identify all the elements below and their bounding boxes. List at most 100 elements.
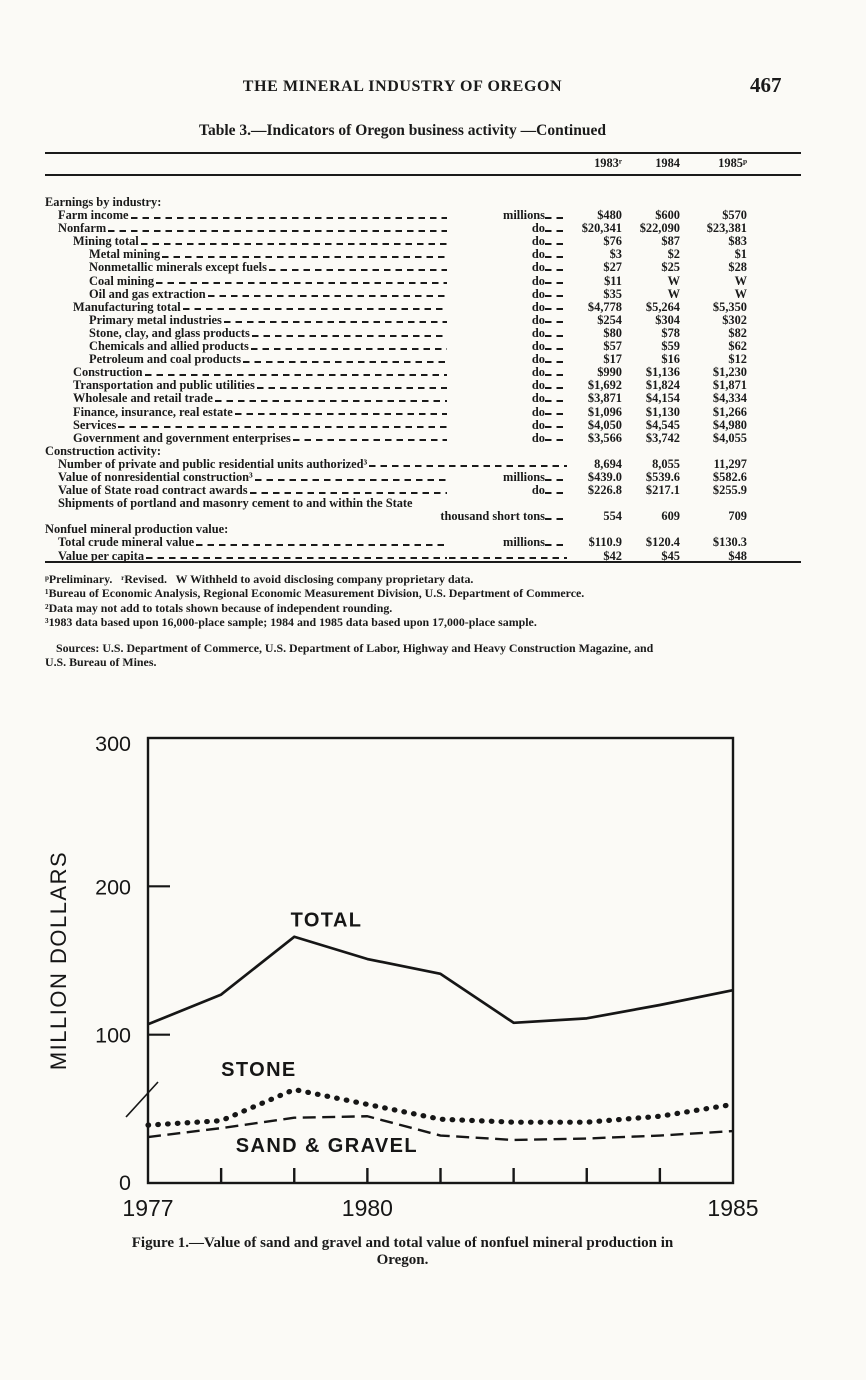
value-cell: $3,566 [587, 430, 622, 445]
row-label: Nonfarm [58, 221, 107, 236]
value-cell: $48 [728, 548, 747, 563]
dash-leader [156, 274, 447, 288]
dash-leader [545, 235, 567, 249]
value-cell: 554 [603, 509, 622, 524]
table-row: Mining total do $76 $87 $83 [45, 234, 801, 249]
x-tick-label: 1980 [342, 1195, 393, 1221]
dash-leader [292, 431, 447, 445]
series-label-total: TOTAL [291, 909, 363, 931]
table-row: Shipments of portland and masonry cement… [45, 497, 801, 510]
table-row: Oil and gas extraction do $35 W W [45, 286, 801, 301]
value-cell: $20,341 [581, 221, 622, 236]
value-cell: $4,778 [587, 299, 622, 314]
y-tick-label: 100 [95, 1024, 131, 1048]
footnote-line: ¹Bureau of Economic Analysis, Regional E… [45, 586, 585, 601]
table-row: Wholesale and retail trade do $3,871 $4,154… [45, 391, 801, 406]
row-label: Construction activity: [45, 443, 161, 458]
value-cell: $3,742 [645, 430, 680, 445]
table-footnotes: ᵖPreliminary. ʳRevised. W Withheld to av… [45, 572, 805, 630]
table-row: Stone, clay, and glass products do $80 $78 $… [45, 325, 801, 341]
unit-label: do [531, 417, 545, 432]
value-cell: $12 [728, 352, 747, 367]
value-cell: $22,090 [639, 221, 680, 236]
figure-caption-line2: Oregon. [376, 1251, 429, 1268]
series-total [147, 935, 734, 1026]
table-row: Chemicals and allied products do $57 $59 $62 [45, 339, 801, 354]
value-cell: $110.9 [588, 535, 622, 550]
dash-leader [251, 326, 447, 341]
value-cell: W [667, 273, 680, 288]
table-column-headers: 1983ʳ 1984 1985ᵖ [45, 156, 801, 171]
value-cell: $1,096 [587, 404, 622, 419]
dash-leader [249, 484, 447, 498]
unit-label: do [531, 391, 545, 406]
value-cell: $80 [603, 325, 622, 340]
dash-leader [545, 484, 567, 498]
y-tick-label: 200 [95, 875, 131, 899]
row-label: Metal mining [89, 247, 161, 262]
value-cell: $42 [603, 548, 622, 563]
row-label: Value per capita [58, 548, 145, 563]
dash-leader [545, 300, 567, 314]
dash-leader [545, 418, 567, 432]
dash-leader [214, 392, 447, 406]
dash-leader [545, 510, 567, 524]
unit-label: millions [503, 535, 545, 550]
dash-leader [545, 274, 567, 288]
value-cell: $78 [661, 325, 680, 340]
dash-leader [182, 300, 447, 314]
unit-label: do [531, 234, 545, 249]
value-cell: 609 [661, 509, 680, 524]
dash-leader [545, 431, 567, 445]
value-cell: $28 [728, 260, 747, 275]
dash-leader [545, 261, 567, 275]
unit-label: do [531, 378, 545, 393]
table-row: Manufacturing total do $4,778 $5,264 $5,350 [45, 299, 801, 314]
dash-leader [545, 340, 567, 354]
unit-label: do [531, 247, 545, 262]
value-cell: $1,230 [712, 365, 747, 380]
table-row: Finance, insurance, real estate do $1,096 $… [45, 404, 801, 419]
value-cell: $5,350 [712, 299, 747, 314]
dash-leader [545, 536, 567, 550]
value-cell: $23,381 [706, 221, 747, 236]
value-cell: $4,154 [645, 391, 680, 406]
row-label: Shipments of portland and masonry cement… [58, 496, 413, 511]
row-label: Wholesale and retail trade [73, 391, 213, 406]
value-cell: $35 [603, 286, 622, 301]
figure-caption-line1: Figure 1.—Value of sand and gravel and t… [131, 1235, 674, 1251]
value-cell: $11 [604, 273, 622, 288]
value-cell: $600 [655, 208, 680, 223]
table-section-row: Construction activity: [45, 443, 801, 458]
dash-leader [254, 470, 447, 485]
dash-leader [140, 235, 447, 249]
row-label: Stone, clay, and glass products [89, 325, 250, 340]
value-cell: $130.3 [712, 535, 747, 550]
table-row: Number of private and public residential… [45, 456, 801, 471]
value-cell: $254 [597, 312, 622, 327]
dash-leader [146, 549, 447, 563]
table-rule-bottom [45, 561, 801, 564]
table-row: Coal mining do $11 W W [45, 273, 801, 288]
unit-label: thousand short tons [440, 509, 545, 524]
table-row: Farm income millions $480 $600 $570 [45, 208, 801, 223]
value-cell: $5,264 [645, 299, 680, 314]
table-row: Services do $4,050 $4,545 $4,980 [45, 417, 801, 432]
dash-leader [108, 222, 447, 236]
dash-leader [545, 326, 567, 341]
dash-leader [545, 209, 567, 223]
table-row: Nonfarm do $20,341 $22,090 $23,381 [45, 221, 801, 236]
value-cell: $83 [728, 234, 747, 249]
value-cell: $990 [597, 365, 622, 380]
figure-1-line-chart: 0 100 200 300 1977 1980 1985 MILLION DOLLARS TOT… [46, 732, 759, 1221]
value-cell: $4,334 [712, 391, 747, 406]
axis-break-slash [125, 1081, 159, 1118]
value-cell: W [734, 273, 747, 288]
value-cell: $4,050 [587, 417, 622, 432]
table-row: Total crude mineral value millions $110.9 $… [45, 535, 801, 550]
table-row: Petroleum and coal products do $17 $16 $12 [45, 352, 801, 367]
unit-label: do [531, 273, 545, 288]
value-cell: 8,055 [652, 456, 680, 471]
dash-leader [545, 313, 567, 327]
column-header: 1983ʳ [594, 156, 622, 170]
